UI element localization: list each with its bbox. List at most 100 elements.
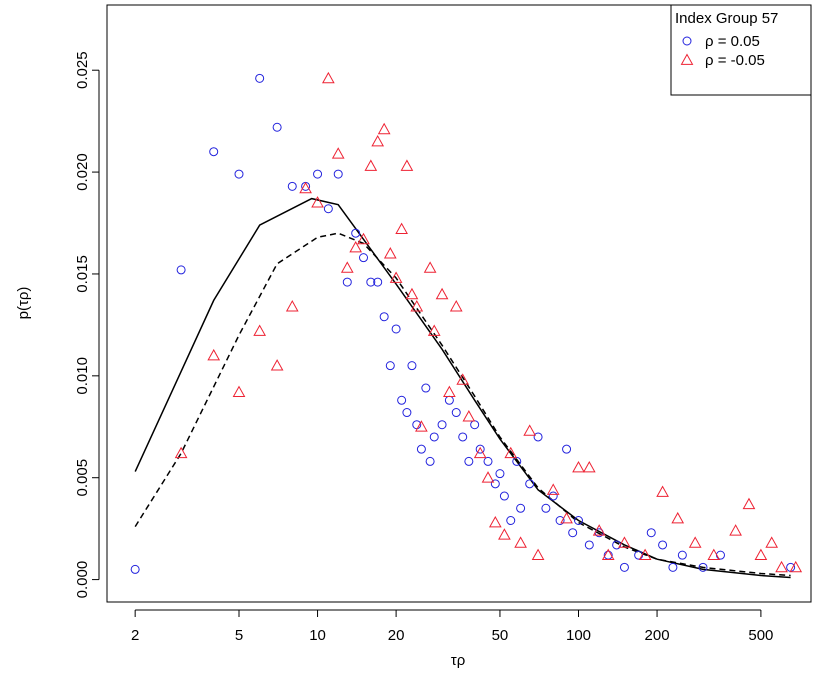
triangle-point <box>270 359 284 371</box>
circle-point <box>323 204 333 214</box>
triangle-point <box>410 300 424 312</box>
y-tick-label: 0.005 <box>74 459 91 497</box>
circle-point <box>495 469 505 479</box>
x-tick-label: 200 <box>645 627 670 644</box>
legend-label: ρ = -0.05 <box>705 52 765 69</box>
triangle-point <box>498 528 511 540</box>
triangle-point <box>560 511 573 524</box>
y-tick-label: 0.010 <box>74 357 91 395</box>
circle-point <box>555 515 565 525</box>
triangle-point <box>423 261 437 273</box>
x-axis-label: τρ <box>451 652 465 669</box>
circle-point <box>458 432 468 442</box>
circle-point <box>490 479 500 489</box>
triangle-point <box>456 373 470 385</box>
circle-point <box>421 383 431 393</box>
circle-point <box>366 277 376 287</box>
triangle-point <box>742 497 756 510</box>
triangle-point <box>371 134 385 147</box>
triangle-point <box>707 548 721 561</box>
circle-point <box>464 456 474 466</box>
circle-point <box>425 456 435 466</box>
circle-point <box>351 228 361 238</box>
triangle-point <box>331 147 345 159</box>
x-tick-label: 500 <box>748 627 773 644</box>
circle-point <box>255 73 265 83</box>
circle-point <box>512 456 522 466</box>
triangle-point <box>488 516 502 528</box>
triangle-point <box>765 536 779 548</box>
circle-point <box>574 515 584 525</box>
triangle-point <box>377 122 391 135</box>
circle-point <box>130 564 140 574</box>
triangle-point <box>443 385 456 398</box>
x-tick-label: 5 <box>235 627 243 644</box>
fit-curve <box>134 232 791 577</box>
circle-point <box>234 169 244 179</box>
circle-point <box>499 491 509 501</box>
triangle-point <box>680 53 694 65</box>
circle-point <box>451 408 461 418</box>
circle-point <box>437 420 447 430</box>
circle-point <box>682 36 692 46</box>
triangle-point <box>775 560 788 573</box>
triangle-point <box>435 287 449 300</box>
triangle-point <box>473 446 487 459</box>
circle-point <box>397 395 407 405</box>
circle-point <box>359 253 369 263</box>
triangle-point <box>638 548 652 561</box>
triangle-point <box>531 548 545 561</box>
circle-point <box>525 479 535 489</box>
triangle-point <box>514 536 527 548</box>
circle-point <box>506 515 516 525</box>
triangle-point <box>671 511 685 524</box>
circle-point <box>287 181 297 191</box>
triangle-point <box>601 548 615 561</box>
triangle-point <box>523 424 537 436</box>
circle-point <box>698 562 708 572</box>
triangle-point <box>207 348 221 361</box>
legend-label: ρ = 0.05 <box>705 33 760 50</box>
triangle-point <box>232 385 246 398</box>
circle-point <box>209 147 219 157</box>
circle-point <box>483 456 493 466</box>
triangle-point <box>754 548 768 561</box>
y-tick-label: 0.000 <box>74 561 91 599</box>
triangle-point <box>462 410 476 422</box>
circle-point <box>715 550 725 560</box>
triangle-point <box>349 240 363 253</box>
circle-point <box>541 503 551 513</box>
legend-box <box>670 4 812 96</box>
legend: Index Group 57 ρ = 0.05 ρ = -0.05 <box>670 4 812 96</box>
x-tick-label: 2 <box>131 627 139 644</box>
triangle-point <box>729 524 742 536</box>
circle-point <box>385 361 395 371</box>
x-tick-label: 100 <box>566 627 591 644</box>
triangle-point <box>389 271 403 283</box>
triangle-point <box>311 196 324 208</box>
circle-point <box>407 361 417 371</box>
triangle-point <box>174 446 188 459</box>
circle-point <box>562 444 572 454</box>
circle-point <box>416 444 426 454</box>
y-axis-label: p(τρ) <box>15 287 32 320</box>
x-tick-label: 50 <box>492 627 509 644</box>
y-tick-label: 0.015 <box>74 255 91 293</box>
triangle-point <box>427 324 441 336</box>
plot-frame <box>106 4 812 603</box>
circle-point <box>176 265 186 275</box>
triangle-point <box>656 485 669 497</box>
triangle-point <box>582 460 596 473</box>
circle-point <box>668 562 678 572</box>
circle-point <box>402 408 412 418</box>
circle-point <box>568 528 578 538</box>
x-tick-label: 10 <box>309 627 326 644</box>
circle-point <box>272 122 282 132</box>
triangle-point <box>618 536 631 548</box>
circle-point <box>475 444 485 454</box>
circle-point <box>391 324 401 334</box>
triangle-point <box>572 460 585 473</box>
circle-point <box>677 550 687 560</box>
circle-point <box>470 420 480 430</box>
